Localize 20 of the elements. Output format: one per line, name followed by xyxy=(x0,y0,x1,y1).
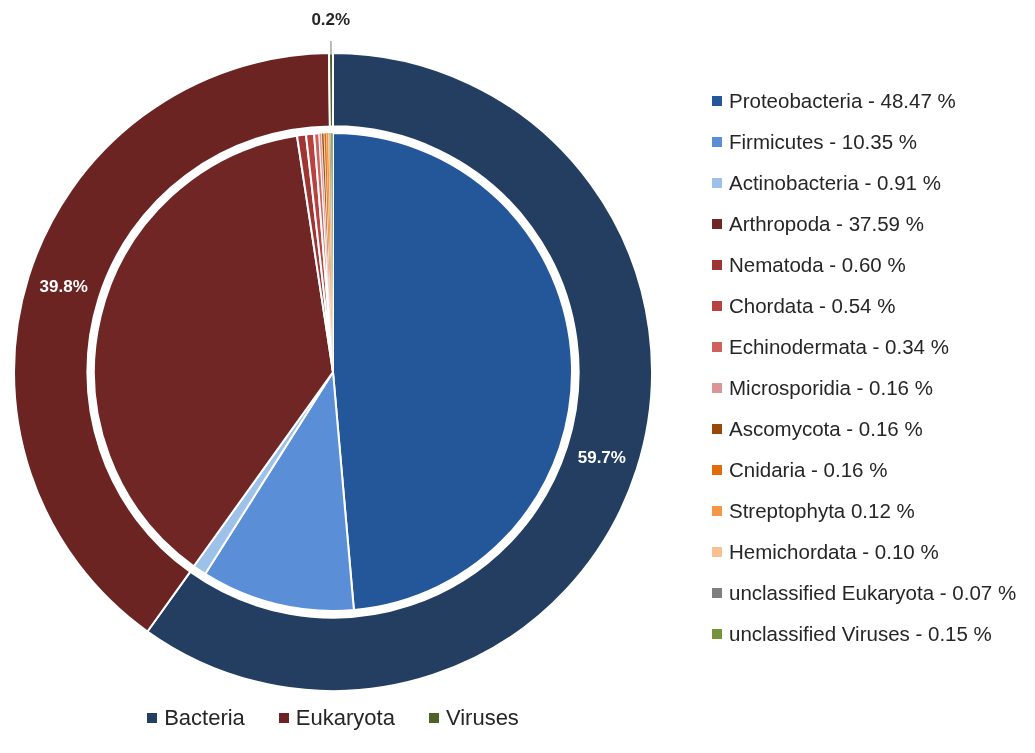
legend-label: Ascomycota - 0.16 % xyxy=(729,416,923,442)
legend-label: Cnidaria - 0.16 % xyxy=(729,457,888,483)
legend-label: unclassified Eukaryota - 0.07 % xyxy=(729,580,1017,606)
data-label: 0.2% xyxy=(311,9,351,29)
legend-label: Bacteria xyxy=(164,705,245,731)
legend-label: Arthropoda - 37.59 % xyxy=(729,211,924,237)
data-label: 59.7% xyxy=(577,447,626,467)
legend-label: Actinobacteria - 0.91 % xyxy=(729,170,941,196)
legend-label: Echinodermata - 0.34 % xyxy=(729,334,949,360)
legend-label: Firmicutes - 10.35 % xyxy=(729,129,917,155)
legend-label: Viruses xyxy=(445,705,519,731)
legend-label: unclassified Viruses - 0.15 % xyxy=(729,621,992,647)
legend-label: Microsporidia - 0.16 % xyxy=(729,375,933,401)
legend-label: Proteobacteria - 48.47 % xyxy=(729,88,956,114)
data-label: 39.8% xyxy=(39,277,88,297)
legend-label: Streptophyta 0.12 % xyxy=(729,498,915,524)
legend-label: Hemichordata - 0.10 % xyxy=(729,539,939,565)
legend-label: Eukaryota xyxy=(295,705,395,731)
legend-label: Chordata - 0.54 % xyxy=(729,293,896,319)
legend-label: Nematoda - 0.60 % xyxy=(729,252,906,278)
